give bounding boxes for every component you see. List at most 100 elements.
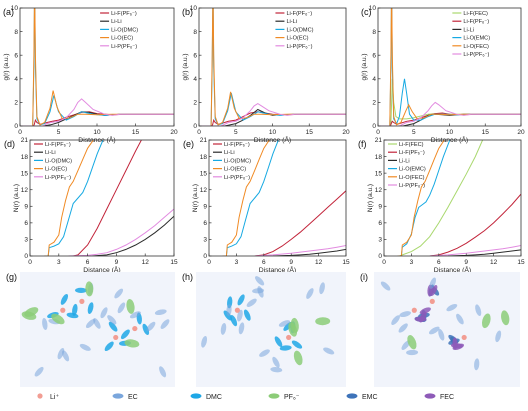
molecule-fec (414, 316, 427, 322)
molecule-ec (257, 286, 264, 298)
li-ion-dot (429, 298, 435, 304)
x-tick-label: 0 (207, 259, 211, 266)
legend-molecule-icon (268, 393, 280, 399)
species-legend: Li⁺ EC DMC PF₆⁻ EMC FEC (37, 393, 454, 401)
x-tick-label: 15 (482, 129, 490, 136)
legend-label: Li-O(DMC) (224, 158, 251, 164)
series-line (222, 140, 279, 256)
legend-li-ion-icon (37, 393, 43, 399)
x-tick-label: 10 (93, 129, 101, 136)
molecule-ec (246, 298, 257, 307)
molecule-dmc (108, 321, 118, 332)
molecule-ec (129, 311, 141, 319)
y-tick-label: 18 (375, 154, 383, 161)
x-axis-label: Distance (Å) (259, 265, 296, 274)
x-axis-label: Distance (Å) (434, 265, 471, 274)
li-ion-dot (79, 298, 85, 304)
x-tick-label: 9 (115, 259, 119, 266)
molecule-ec (475, 304, 482, 316)
legend-label: Li-F(PF₆⁻) (286, 11, 312, 17)
legend: Li-F(FEC) Li-F(PF₆⁻) Li-Li Li-O(EMC) Li-O(FE… (388, 142, 426, 189)
molecule-fec (419, 307, 431, 315)
schematic-panel: (g) (6, 272, 175, 387)
x-tick-label: 5 (234, 129, 238, 136)
x-tick-label: 10 (269, 129, 277, 136)
y-axis-label: g(r) (a.u.) (182, 53, 189, 80)
legend-label: Li-O(EC) (111, 36, 133, 42)
series-line (68, 208, 174, 256)
y-tick-label: 18 (200, 154, 208, 161)
molecule-ec (79, 343, 91, 351)
series-line (44, 140, 94, 256)
series-line (378, 78, 521, 126)
molecule-ec (226, 304, 232, 317)
y-tick-label: 21 (21, 137, 29, 144)
legend-label: Li-Li (111, 19, 122, 25)
molecule-pf6 (85, 281, 94, 297)
y-tick-label: 0 (372, 123, 376, 130)
molecule-dmc (237, 294, 245, 306)
x-tick-label: 15 (517, 259, 525, 266)
panel-label: (f) (358, 139, 367, 149)
molecule-pf6 (315, 317, 331, 326)
x-tick-label: 20 (170, 129, 178, 136)
y-axis-label: N(r) (a.u.) (192, 184, 199, 212)
y-tick-label: 15 (200, 170, 208, 177)
molecule-ec (438, 329, 445, 341)
legend: Li-F(PF₆⁻) Li-Li Li-O(DMC) Li-O(EC) Li-P(PF₆… (100, 11, 138, 50)
legend-molecule-icon (424, 393, 436, 399)
legend-label: Li-O(FEC) (463, 44, 489, 50)
x-axis-label: Distance (Å) (254, 135, 291, 144)
y-axis-label: g(r) (a.u.) (3, 53, 10, 80)
molecule-ec (406, 349, 419, 356)
x-tick-label: 15 (132, 129, 140, 136)
species-legend-label: Li⁺ (50, 394, 59, 401)
panel-label: (c) (361, 7, 372, 17)
series-line (199, 8, 346, 126)
legend: Li-F(PF₆⁻) Li-Li Li-O(DMC) Li-O(EC) Li-P(PF₆… (275, 11, 314, 50)
molecule-ec (159, 366, 167, 378)
series-line (378, 8, 521, 126)
li-ion-dot (234, 307, 240, 313)
y-tick-label: 3 (203, 237, 207, 244)
x-tick-label: 6 (86, 259, 90, 266)
y-tick-label: 0 (24, 253, 28, 260)
molecule-ec (270, 367, 283, 373)
molecule-ec (237, 309, 243, 322)
legend-label: Li-Li (399, 158, 410, 164)
plot-frame (208, 139, 347, 257)
molecule-dmc (279, 345, 292, 351)
x-tick-label: 6 (262, 259, 266, 266)
molecule-ec (114, 288, 124, 299)
panel-label: (d) (4, 139, 15, 149)
species-legend-label: FEC (440, 394, 454, 401)
series-line (254, 190, 346, 256)
x-tick-label: 5 (57, 129, 61, 136)
schematic-panel: (i) (360, 272, 520, 387)
species-legend-label: DMC (206, 394, 222, 401)
molecule-ec (57, 347, 65, 360)
series-line (272, 248, 346, 256)
molecule-ec (399, 311, 412, 318)
x-tick-label: 9 (289, 259, 293, 266)
x-axis-label: Distance (Å) (78, 135, 115, 144)
molecule-ec (474, 358, 480, 371)
y-tick-label: 10 (11, 5, 19, 12)
plot-frame (377, 7, 522, 127)
y-tick-label: 4 (372, 76, 376, 83)
legend-label: Li-P(PF₆⁻) (111, 44, 137, 50)
molecule-ec (306, 288, 314, 299)
y-tick-label: 3 (378, 237, 382, 244)
molecule-ec (323, 347, 335, 355)
molecule-ec (100, 307, 108, 319)
x-tick-label: 20 (517, 129, 525, 136)
x-tick-label: 15 (170, 259, 178, 266)
x-tick-label: 12 (142, 259, 150, 266)
li-ion-dot (132, 325, 138, 332)
y-tick-label: 2 (14, 100, 18, 107)
series-line (44, 140, 104, 256)
series-line (199, 8, 346, 126)
legend-label: Li-P(PF₆⁻) (45, 175, 71, 181)
plot-frame (383, 139, 522, 257)
chart-panel: 0 3 6 9 12 15 0 3 6 9 12 15 18 21 Distance (Å) N(r) (a.… (358, 137, 525, 274)
